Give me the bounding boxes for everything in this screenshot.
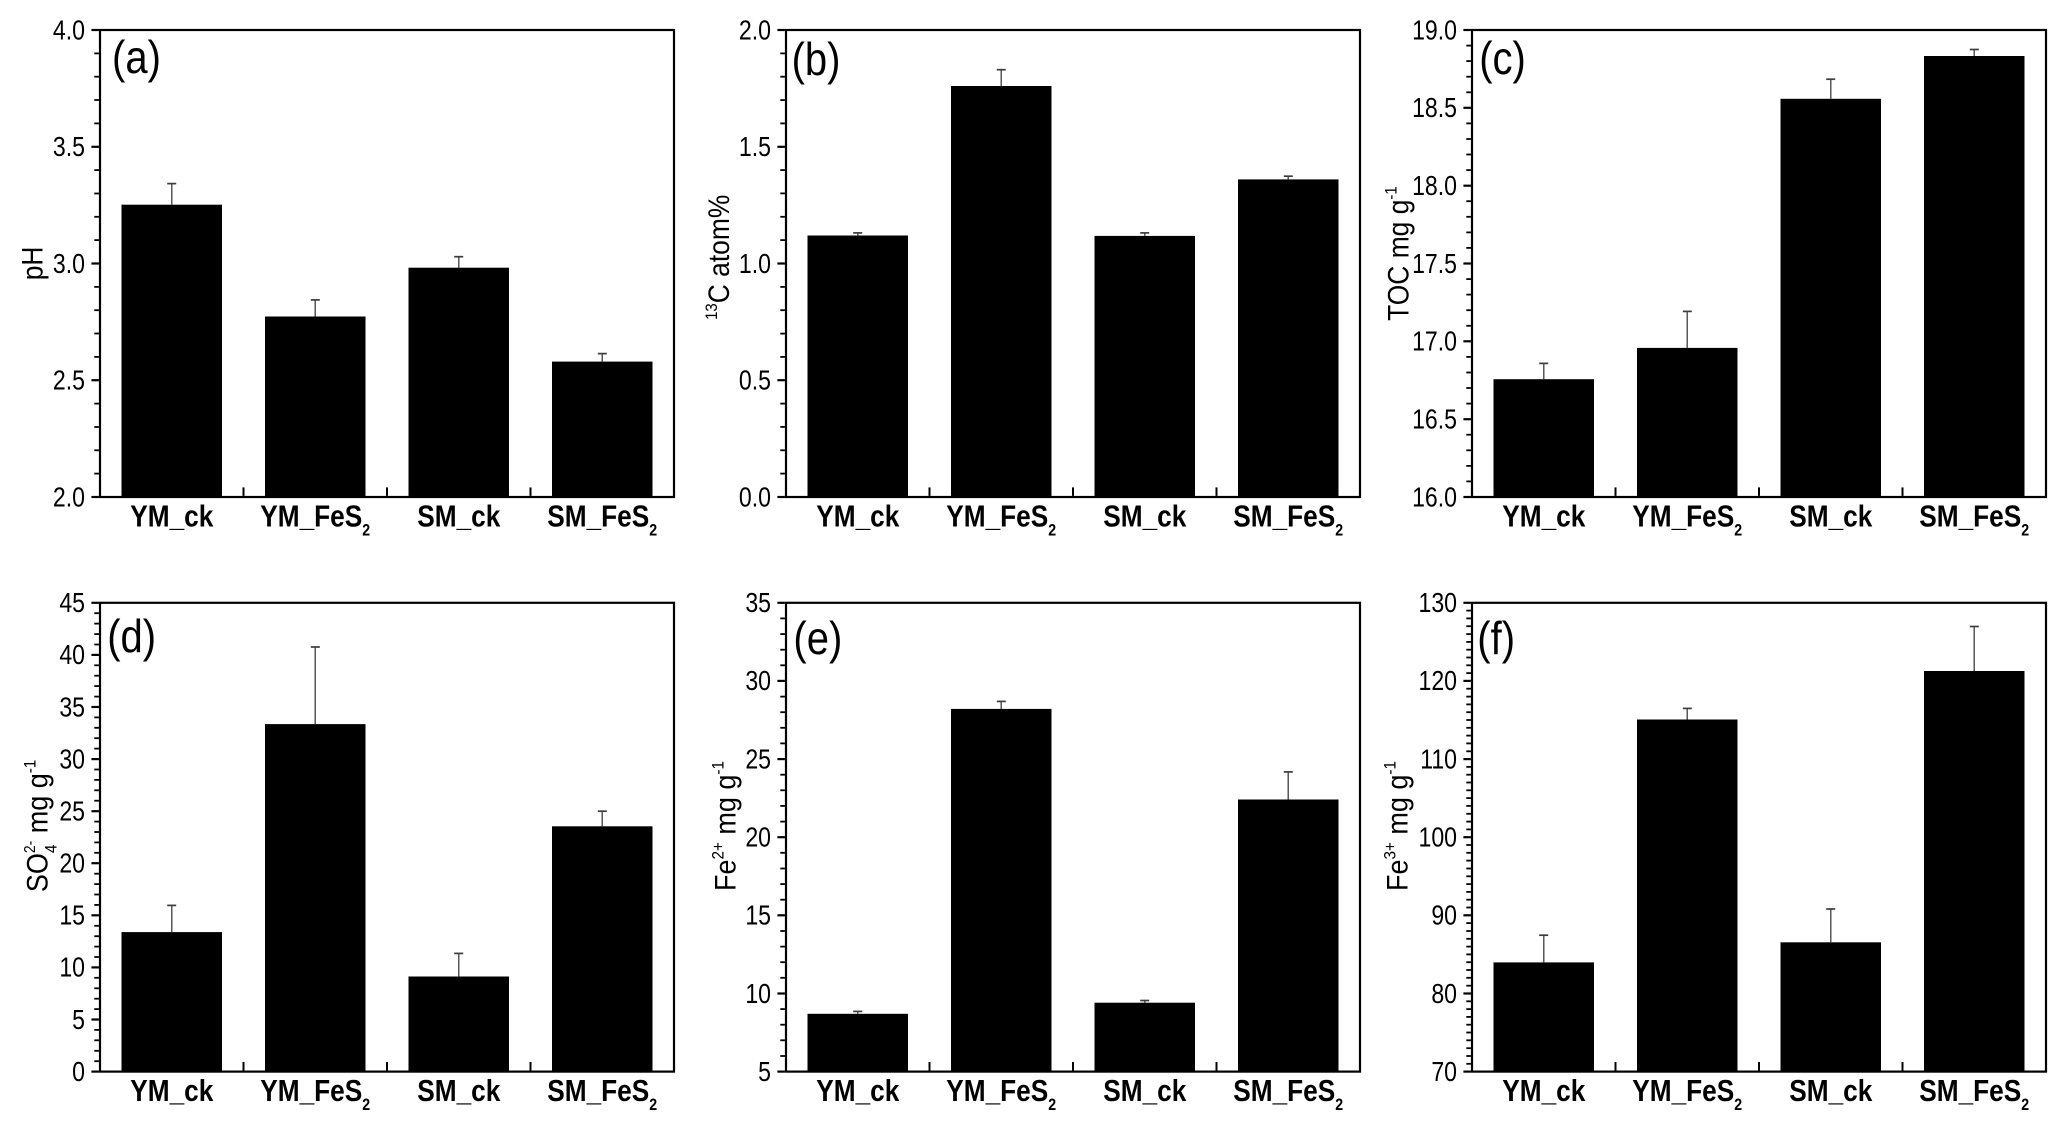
svg-text:YM_ck: YM_ck: [1502, 1074, 1585, 1108]
svg-text:4.0: 4.0: [53, 15, 85, 45]
svg-text:YM_FeS2: YM_FeS2: [1632, 500, 1742, 540]
svg-text:1.0: 1.0: [739, 249, 771, 279]
svg-text:SO42- mg g-1: SO42- mg g-1: [21, 760, 61, 892]
svg-text:90: 90: [1431, 901, 1457, 931]
svg-text:SM_FeS2: SM_FeS2: [1919, 1074, 2029, 1114]
svg-text:SM_FeS2: SM_FeS2: [547, 1074, 657, 1114]
svg-text:18.5: 18.5: [1412, 93, 1457, 123]
svg-text:35: 35: [59, 692, 85, 722]
svg-text:(a): (a): [112, 32, 161, 83]
svg-text:YM_FeS2: YM_FeS2: [1632, 1074, 1742, 1114]
svg-text:110: 110: [1420, 745, 1457, 775]
svg-text:70: 70: [1431, 1057, 1457, 1087]
svg-text:80: 80: [1431, 979, 1457, 1009]
svg-text:5: 5: [72, 1005, 85, 1035]
svg-text:0.5: 0.5: [739, 366, 771, 396]
svg-text:YM_ck: YM_ck: [1502, 500, 1585, 534]
svg-text:25: 25: [59, 797, 85, 827]
svg-text:SM_ck: SM_ck: [417, 500, 500, 534]
svg-text:SM_FeS2: SM_FeS2: [1233, 500, 1343, 540]
svg-text:13C atom%: 13C atom%: [702, 195, 736, 320]
svg-text:1.5: 1.5: [739, 132, 771, 162]
svg-text:16.0: 16.0: [1412, 482, 1457, 512]
svg-text:10: 10: [59, 953, 85, 983]
svg-text:25: 25: [745, 745, 771, 775]
svg-text:130: 130: [1418, 588, 1457, 618]
svg-text:SM_ck: SM_ck: [1103, 1074, 1186, 1108]
svg-text:SM_ck: SM_ck: [1789, 1074, 1872, 1108]
svg-text:(d): (d): [107, 611, 156, 662]
svg-text:30: 30: [745, 666, 771, 696]
svg-text:17.0: 17.0: [1412, 327, 1457, 357]
svg-text:0.0: 0.0: [739, 482, 771, 512]
svg-text:TOC mg g-1: TOC mg g-1: [1381, 186, 1415, 321]
svg-text:0: 0: [72, 1057, 85, 1087]
svg-text:(b): (b): [792, 34, 841, 85]
svg-text:40: 40: [59, 640, 85, 670]
svg-text:YM_ck: YM_ck: [816, 1074, 899, 1108]
svg-text:SM_FeS2: SM_FeS2: [547, 500, 657, 540]
svg-text:20: 20: [745, 823, 771, 853]
svg-text:YM_ck: YM_ck: [816, 500, 899, 534]
svg-text:YM_FeS2: YM_FeS2: [260, 500, 370, 540]
svg-text:(c): (c): [1479, 33, 1526, 84]
svg-text:3.0: 3.0: [53, 249, 85, 279]
svg-text:YM_FeS2: YM_FeS2: [946, 500, 1056, 540]
svg-text:15: 15: [59, 901, 85, 931]
svg-text:120: 120: [1418, 666, 1457, 696]
svg-text:YM_ck: YM_ck: [130, 500, 213, 534]
svg-text:35: 35: [745, 588, 771, 618]
svg-text:(f): (f): [1477, 613, 1515, 664]
svg-text:YM_FeS2: YM_FeS2: [946, 1074, 1056, 1114]
svg-text:19.0: 19.0: [1412, 15, 1457, 45]
svg-text:10: 10: [745, 979, 771, 1009]
svg-text:16.5: 16.5: [1412, 405, 1457, 435]
svg-text:18.0: 18.0: [1412, 171, 1457, 201]
svg-text:2.0: 2.0: [53, 482, 85, 512]
svg-text:45: 45: [59, 588, 85, 618]
svg-text:15: 15: [745, 901, 771, 931]
svg-text:SM_ck: SM_ck: [417, 1074, 500, 1108]
svg-text:2.0: 2.0: [739, 15, 771, 45]
svg-text:SM_ck: SM_ck: [1103, 500, 1186, 534]
svg-text:3.5: 3.5: [53, 132, 85, 162]
svg-text:20: 20: [59, 849, 85, 879]
svg-text:2.5: 2.5: [53, 366, 85, 396]
svg-text:(e): (e): [793, 613, 842, 664]
svg-text:SM_FeS2: SM_FeS2: [1919, 500, 2029, 540]
svg-text:pH: pH: [15, 247, 49, 281]
svg-text:100: 100: [1418, 823, 1457, 853]
svg-text:YM_ck: YM_ck: [130, 1074, 213, 1108]
svg-text:Fe2+ mg g-1: Fe2+ mg g-1: [709, 761, 743, 891]
svg-text:5: 5: [758, 1057, 771, 1087]
svg-text:SM_FeS2: SM_FeS2: [1233, 1074, 1343, 1114]
svg-text:30: 30: [59, 745, 85, 775]
svg-text:SM_ck: SM_ck: [1789, 500, 1872, 534]
svg-text:Fe3+ mg g-1: Fe3+ mg g-1: [1381, 761, 1415, 891]
svg-text:YM_FeS2: YM_FeS2: [260, 1074, 370, 1114]
svg-text:17.5: 17.5: [1412, 249, 1457, 279]
